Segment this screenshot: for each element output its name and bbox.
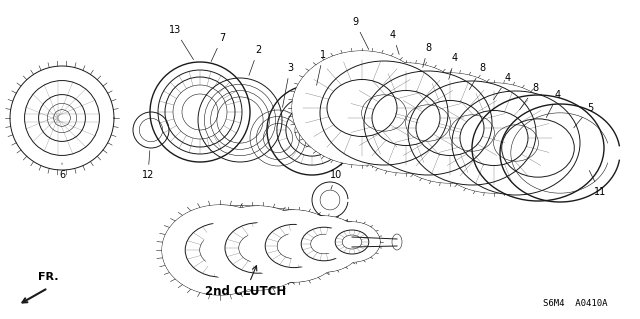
Text: 4: 4 bbox=[449, 53, 458, 79]
Text: 8: 8 bbox=[469, 63, 485, 90]
Ellipse shape bbox=[472, 95, 604, 201]
Ellipse shape bbox=[162, 205, 278, 295]
Text: 9: 9 bbox=[352, 17, 369, 49]
Ellipse shape bbox=[426, 83, 562, 193]
Text: 5: 5 bbox=[573, 103, 593, 128]
Ellipse shape bbox=[320, 61, 448, 165]
Text: 1: 1 bbox=[317, 50, 326, 85]
Text: FR.: FR. bbox=[38, 272, 58, 282]
Ellipse shape bbox=[364, 71, 492, 175]
Ellipse shape bbox=[203, 206, 313, 290]
Text: 12: 12 bbox=[142, 151, 154, 180]
Text: 4: 4 bbox=[547, 90, 561, 117]
Ellipse shape bbox=[408, 81, 536, 185]
Text: 10: 10 bbox=[330, 170, 342, 189]
Text: 4: 4 bbox=[493, 73, 511, 100]
Ellipse shape bbox=[246, 210, 342, 282]
Text: 6: 6 bbox=[59, 163, 65, 180]
Text: 8: 8 bbox=[423, 43, 431, 67]
Text: 7: 7 bbox=[211, 33, 225, 62]
Ellipse shape bbox=[286, 216, 362, 272]
Text: 3: 3 bbox=[282, 63, 293, 107]
Text: 11: 11 bbox=[589, 170, 606, 197]
Text: 2: 2 bbox=[249, 45, 261, 75]
Ellipse shape bbox=[338, 63, 474, 173]
Text: S6M4  A0410A: S6M4 A0410A bbox=[543, 299, 607, 308]
Text: 4: 4 bbox=[390, 30, 399, 54]
Text: 13: 13 bbox=[169, 25, 193, 60]
Ellipse shape bbox=[292, 51, 432, 165]
Ellipse shape bbox=[382, 73, 518, 183]
Ellipse shape bbox=[452, 91, 580, 195]
Ellipse shape bbox=[324, 222, 380, 262]
Text: 2nd CLUTCH: 2nd CLUTCH bbox=[205, 266, 286, 298]
Ellipse shape bbox=[500, 104, 620, 202]
Text: 8: 8 bbox=[520, 83, 538, 110]
